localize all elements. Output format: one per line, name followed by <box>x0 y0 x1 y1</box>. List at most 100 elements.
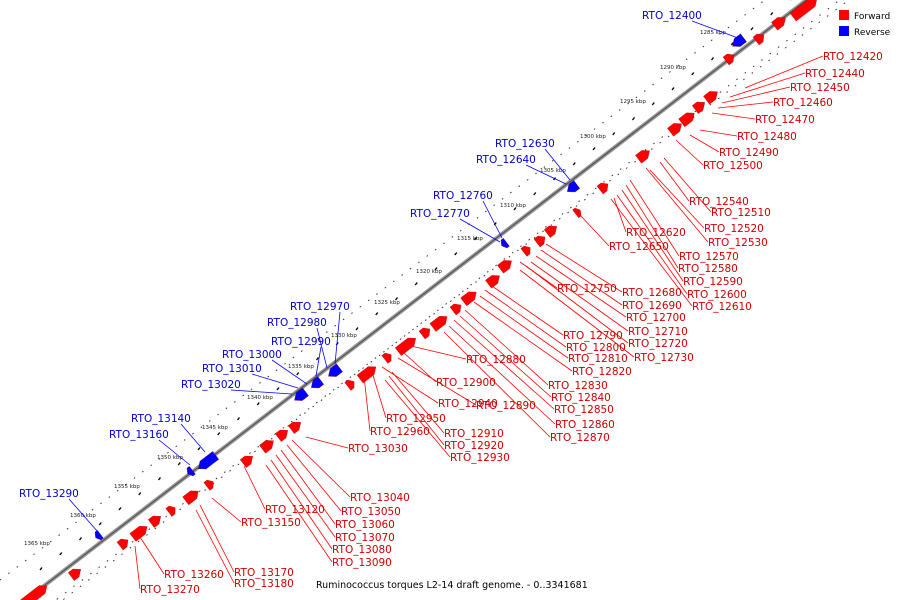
reverse-leader-line <box>544 148 571 181</box>
tick-label: 1340 kbp <box>247 395 273 401</box>
track-tick <box>236 417 241 421</box>
track-tick <box>671 87 675 91</box>
track-tick <box>493 222 497 226</box>
track-tick <box>572 162 576 166</box>
forward-gene-label: RTO_13150 <box>241 517 301 529</box>
forward-leader-line <box>291 439 351 498</box>
forward-gene-label: RTO_12890 <box>476 400 536 412</box>
forward-gene-label: RTO_13260 <box>164 569 224 581</box>
reverse-leader-line <box>316 327 328 369</box>
forward-gene-arrow <box>239 455 253 468</box>
track-tick <box>39 567 43 571</box>
forward-gene-label: RTO_12500 <box>703 160 763 172</box>
reverse-gene-label: RTO_12640 <box>476 154 536 166</box>
forward-leader-line <box>134 545 141 590</box>
forward-leader-line <box>139 536 165 575</box>
forward-gene-label: RTO_12420 <box>823 51 883 63</box>
tick-label: 1330 kbp <box>331 333 357 339</box>
forward-gene-label: RTO_12510 <box>711 207 771 219</box>
reverse-gene-label: RTO_12400 <box>642 10 702 22</box>
forward-gene-label: RTO_13070 <box>335 532 395 544</box>
forward-gene-arrow <box>789 0 818 22</box>
track-tick <box>197 447 201 451</box>
reverse-gene-arrow <box>94 529 104 541</box>
legend-forward-swatch <box>839 10 849 20</box>
reverse-leader-line <box>158 439 191 466</box>
forward-leader-line <box>525 265 629 344</box>
forward-gene-label: RTO_12860 <box>555 419 615 431</box>
track-tick <box>710 57 715 61</box>
reverse-gene-arrow <box>732 33 747 47</box>
forward-gene-label: RTO_12870 <box>550 432 610 444</box>
track-tick <box>592 147 596 151</box>
forward-gene-arrow <box>691 101 705 114</box>
forward-gene-arrow <box>67 568 81 581</box>
forward-leader-line <box>625 184 679 269</box>
track-tick <box>631 117 636 121</box>
reverse-gene-label: RTO_13140 <box>131 413 191 425</box>
forward-gene-label: RTO_13180 <box>234 578 294 590</box>
reverse-gene-arrow <box>294 387 309 401</box>
forward-gene-label: RTO_12920 <box>444 440 504 452</box>
forward-leader-line <box>744 55 824 89</box>
tick-label: 1350 kbp <box>157 455 183 461</box>
reverse-leader-line <box>180 423 206 453</box>
forward-gene-arrow <box>116 538 129 551</box>
reverse-leader-line <box>271 359 308 385</box>
track-tick <box>394 297 399 301</box>
reverse-leader-line <box>230 389 293 395</box>
forward-gene-arrow <box>635 150 650 164</box>
forward-gene-label: RTO_12490 <box>719 147 779 159</box>
forward-gene-label: RTO_12730 <box>634 352 694 364</box>
forward-gene-label: RTO_12910 <box>444 428 504 440</box>
forward-gene-arrow <box>771 17 786 31</box>
tick-label: 1360 kbp <box>70 513 96 519</box>
reverse-gene-label: RTO_13290 <box>19 488 79 500</box>
forward-gene-label: RTO_12820 <box>572 366 632 378</box>
forward-gene-label: RTO_13170 <box>234 567 294 579</box>
forward-leader-line <box>410 345 467 360</box>
legend-reverse-label: Reverse <box>854 28 891 38</box>
forward-gene-label: RTO_12600 <box>687 289 747 301</box>
forward-leader-line <box>621 189 684 282</box>
forward-gene-arrow <box>678 112 695 128</box>
reverse-leader-line <box>251 373 299 389</box>
tick-label: 1345 kbp <box>202 425 228 431</box>
reverse-gene-label: RTO_13160 <box>109 429 169 441</box>
forward-leader-line <box>397 357 477 406</box>
track-tick <box>157 477 162 481</box>
forward-gene-label: RTO_12960 <box>370 426 430 438</box>
reverse-leader-line <box>459 218 501 243</box>
tick-label: 1300 kbp <box>580 134 606 140</box>
reverse-gene-arrow <box>198 451 219 470</box>
forward-gene-label: RTO_13060 <box>335 519 395 531</box>
tick-label: 1365 kbp <box>24 541 50 547</box>
forward-gene-label: RTO_13050 <box>341 506 401 518</box>
track-tick <box>730 42 734 46</box>
reverse-gene-label: RTO_12980 <box>267 317 327 329</box>
forward-leader-line <box>280 449 336 525</box>
track-tick <box>98 522 102 526</box>
tick-label: 1320 kbp <box>416 269 442 275</box>
forward-gene-arrow <box>259 440 274 454</box>
track-tick <box>276 387 280 391</box>
forward-gene-label: RTO_12620 <box>626 227 686 239</box>
forward-leader-line <box>211 497 242 523</box>
forward-gene-label: RTO_12720 <box>628 338 688 350</box>
forward-leader-line <box>270 459 333 550</box>
track-tick <box>138 492 142 496</box>
forward-gene-arrow <box>418 327 431 340</box>
forward-gene-label: RTO_12790 <box>563 330 623 342</box>
track-tick <box>473 237 478 241</box>
forward-gene-label: RTO_12950 <box>386 413 446 425</box>
forward-gene-label: RTO_12930 <box>450 452 510 464</box>
reverse-gene-label: RTO_12630 <box>495 138 555 150</box>
forward-leader-line <box>613 197 627 233</box>
reverse-gene-arrow <box>311 376 325 389</box>
tick-label: 1290 kbp <box>660 65 686 71</box>
tick-label: 1355 kbp <box>114 484 140 490</box>
forward-leader-line <box>675 139 704 166</box>
track-tick <box>177 462 181 466</box>
forward-gene-label: RTO_12610 <box>692 301 752 313</box>
